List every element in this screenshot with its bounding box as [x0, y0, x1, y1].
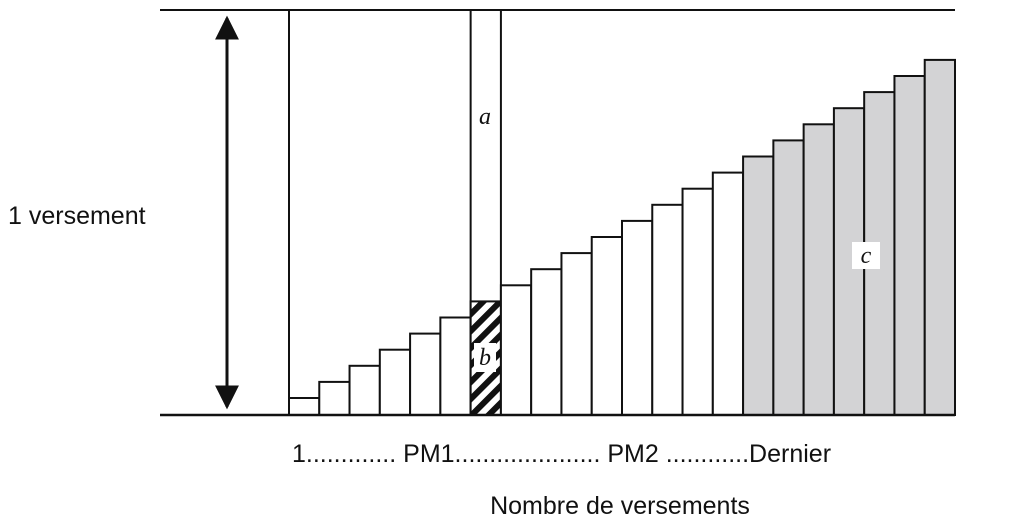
bar: [288, 397, 321, 416]
bar: [560, 252, 593, 416]
bar: [711, 171, 745, 416]
bar: [590, 236, 624, 416]
bar: [742, 155, 775, 416]
region-b: b: [479, 345, 491, 371]
installment-bars: [288, 9, 957, 417]
bar: [651, 203, 684, 416]
bar: [348, 364, 381, 416]
bar: [439, 316, 472, 416]
bar: [378, 348, 412, 417]
bar: [923, 58, 957, 417]
b-box: [474, 343, 496, 372]
left-label: 1 versement: [8, 202, 146, 230]
x-sequence: 1............. PM1..................... …: [292, 440, 831, 468]
bar: [530, 268, 563, 417]
bar: [772, 139, 805, 416]
bar: [499, 284, 533, 416]
bar: [621, 219, 654, 416]
bar: [893, 75, 926, 416]
region-c: c: [861, 243, 872, 269]
bar: [318, 380, 351, 416]
bar: [681, 187, 714, 416]
c-box: [852, 242, 880, 269]
region-a: a: [479, 104, 491, 130]
bar: [802, 123, 835, 417]
bar: [409, 332, 442, 417]
x-title: Nombre de versements: [490, 492, 750, 520]
